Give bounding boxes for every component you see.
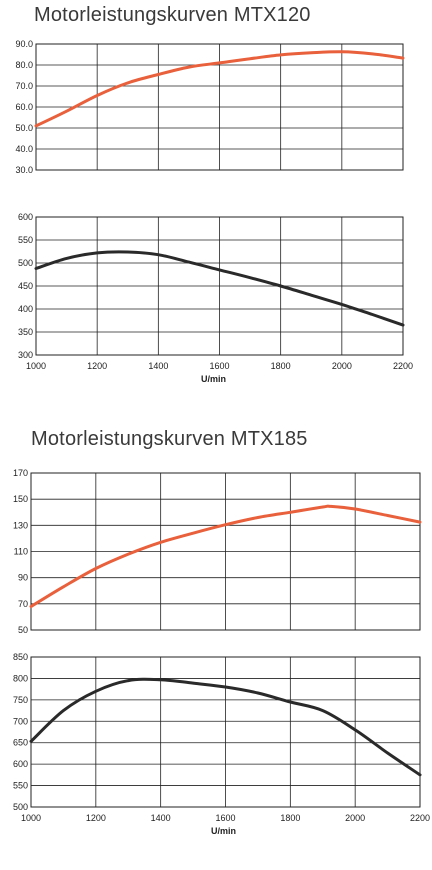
y-tick-label: 80.0 bbox=[15, 60, 33, 70]
plot-frame bbox=[35, 216, 404, 356]
x-tick-label: 1000 bbox=[26, 361, 46, 371]
y-tick-label: 550 bbox=[18, 235, 33, 245]
y-tick-label: 110 bbox=[14, 547, 28, 557]
plot-frame bbox=[35, 43, 404, 171]
x-tick-label: 1400 bbox=[148, 361, 168, 371]
x-tick-label: 2000 bbox=[345, 813, 365, 823]
chart-title-mtx120: Motorleistungskurven MTX120 bbox=[34, 4, 311, 26]
y-tick-label: 70 bbox=[18, 599, 28, 609]
x-tick-label: 1600 bbox=[215, 813, 235, 823]
x-tick-label: 1800 bbox=[280, 813, 300, 823]
x-tick-label: 2200 bbox=[393, 361, 413, 371]
plot-frame bbox=[30, 472, 421, 631]
y-tick-label: 40.0 bbox=[15, 144, 33, 154]
y-tick-label: 50.0 bbox=[15, 123, 33, 133]
y-tick-label: 450 bbox=[18, 281, 33, 291]
y-tick-label: 500 bbox=[13, 802, 28, 812]
x-tick-label: 1800 bbox=[271, 361, 291, 371]
y-tick-label: 350 bbox=[18, 327, 33, 337]
y-tick-label: 700 bbox=[13, 716, 28, 726]
y-tick-label: 130 bbox=[13, 520, 28, 530]
x-tick-label: 1200 bbox=[87, 361, 107, 371]
torque-curve-line bbox=[34, 250, 405, 327]
x-axis-label: U/min bbox=[211, 826, 236, 836]
y-tick-label: 60.0 bbox=[15, 102, 33, 112]
y-tick-label: 90.0 bbox=[15, 39, 33, 49]
chart-title-mtx185: Motorleistungskurven MTX185 bbox=[31, 428, 308, 450]
y-tick-label: 600 bbox=[18, 212, 33, 222]
y-tick-label: 850 bbox=[13, 652, 28, 662]
x-tick-label: 1600 bbox=[209, 361, 229, 371]
x-tick-label: 2000 bbox=[332, 361, 352, 371]
power-curve-line bbox=[34, 50, 405, 128]
y-tick-label: 70.0 bbox=[15, 81, 33, 91]
plot-frame bbox=[30, 656, 421, 808]
y-tick-label: 400 bbox=[18, 304, 33, 314]
y-tick-label: 650 bbox=[13, 738, 28, 748]
y-tick-label: 170 bbox=[13, 468, 28, 478]
y-tick-label: 150 bbox=[13, 494, 28, 504]
torque-curve-line bbox=[29, 677, 422, 777]
power-curve-line bbox=[29, 504, 422, 608]
y-tick-label: 90 bbox=[18, 573, 28, 583]
y-tick-label: 30.0 bbox=[15, 165, 33, 175]
x-tick-label: 2200 bbox=[410, 813, 430, 823]
x-tick-label: 1200 bbox=[86, 813, 106, 823]
y-tick-label: 750 bbox=[13, 695, 28, 705]
y-tick-label: 600 bbox=[13, 759, 28, 769]
y-tick-label: 50 bbox=[18, 625, 28, 635]
y-tick-label: 300 bbox=[18, 350, 33, 360]
x-tick-label: 1400 bbox=[151, 813, 171, 823]
x-axis-label: U/min bbox=[201, 374, 226, 384]
y-tick-label: 800 bbox=[13, 673, 28, 683]
y-tick-label: 500 bbox=[18, 258, 33, 268]
y-tick-label: 550 bbox=[13, 781, 28, 791]
x-tick-label: 1000 bbox=[21, 813, 41, 823]
